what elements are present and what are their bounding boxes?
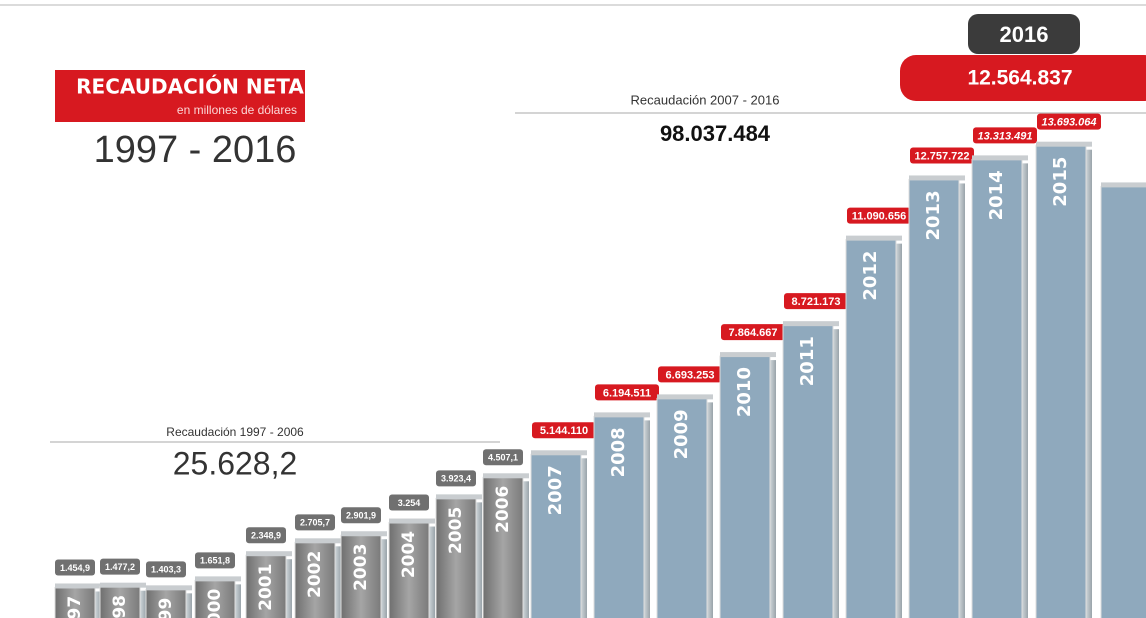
- value-label: 8.721.173: [792, 296, 841, 308]
- bar-year: 2002: [305, 551, 325, 598]
- chart: RECAUDACIÓN NETA en millones de dólares …: [0, 0, 1146, 618]
- bar-year: 1999: [156, 598, 176, 618]
- bar-year: 1998: [110, 595, 130, 618]
- bar-year: 2004: [399, 531, 419, 578]
- bar-side: [381, 539, 387, 618]
- bar-top: [972, 155, 1028, 160]
- value-label: 1.651,8: [200, 556, 230, 566]
- bar-top: [246, 551, 292, 556]
- bars: 1997 1.454,9 1998 1.477,2 1999 1.403,3 2000 1.6…: [55, 114, 1146, 618]
- chart-title: RECAUDACIÓN NETA: [76, 75, 304, 99]
- bar-side: [959, 183, 965, 618]
- bar-top: [55, 583, 101, 588]
- bar-year: 2005: [446, 507, 466, 554]
- bar-year: 2011: [797, 336, 818, 386]
- chart-subtitle: en millones de dólares: [177, 103, 297, 117]
- bar: [909, 179, 959, 618]
- value-label: 6.693.253: [666, 369, 715, 381]
- highlight-value: 12.564.837: [967, 67, 1072, 90]
- bar-top: [720, 352, 776, 357]
- bar-side: [429, 527, 435, 618]
- bar-year: 2009: [671, 409, 692, 459]
- value-label: 11.090.656: [852, 211, 906, 223]
- value-label: 3.923,4: [441, 474, 471, 484]
- bar-side: [581, 458, 587, 618]
- bar-side: [644, 420, 650, 618]
- value-label: 1.454,9: [60, 563, 90, 573]
- bar-year: 2003: [351, 544, 371, 591]
- bar-side: [1022, 163, 1028, 618]
- bar-year: 1997: [65, 596, 85, 618]
- bar-side: [770, 360, 776, 618]
- bar-top: [389, 519, 435, 524]
- bar-top: [195, 576, 241, 581]
- bar-year: 2007: [545, 465, 566, 515]
- period: 1997 - 2016: [94, 129, 297, 171]
- bar-top: [657, 394, 713, 399]
- bar-top: [436, 494, 482, 499]
- bar-top: [909, 175, 965, 180]
- bar-top: [1101, 182, 1146, 187]
- bar-top: [1036, 142, 1092, 147]
- bar-year: 2006: [493, 486, 513, 533]
- bar-top: [483, 473, 529, 478]
- annotation-label: Recaudación 1997 - 2006: [166, 425, 304, 439]
- value-label: 13.693.064: [1041, 117, 1096, 129]
- bar-side: [335, 546, 341, 618]
- bar-top: [146, 585, 192, 590]
- value-label: 13.313.491: [977, 130, 1032, 142]
- bar-year: 2012: [860, 251, 881, 301]
- bar-side: [707, 402, 713, 618]
- bar-side: [286, 559, 292, 618]
- value-label: 4.507,1: [488, 453, 518, 463]
- value-label: 12.757.722: [914, 150, 969, 162]
- value-label: 2.901,9: [346, 511, 376, 521]
- bar-top: [295, 538, 341, 543]
- value-label: 3.254: [398, 498, 421, 508]
- bar-top: [531, 450, 587, 455]
- bar-top: [783, 321, 839, 326]
- bar-top: [846, 236, 902, 241]
- bar-top: [100, 583, 146, 588]
- bar: [972, 159, 1022, 618]
- bar-side: [476, 502, 482, 618]
- bar-year: 2015: [1050, 157, 1071, 207]
- value-label: 1.477,2: [105, 562, 135, 572]
- value-label: 6.194.511: [603, 387, 651, 399]
- highlight-year: 2016: [1000, 22, 1049, 47]
- bar-year: 2010: [734, 367, 755, 417]
- bar-side: [896, 244, 902, 618]
- bar-year: 2001: [256, 564, 276, 611]
- annotation-label: Recaudación 2007 - 2016: [631, 92, 780, 107]
- value-label: 7.864.667: [729, 327, 778, 339]
- bar-year: 2000: [205, 589, 225, 618]
- bar-year: 2008: [608, 427, 629, 477]
- bar-top: [594, 412, 650, 417]
- bar-side: [235, 584, 241, 618]
- value-label: 2.705,7: [300, 518, 330, 528]
- bar-side: [140, 591, 146, 618]
- bar: [1036, 146, 1086, 618]
- bar-top: [341, 531, 387, 536]
- bar-year: 2014: [986, 170, 1007, 220]
- bar: [1101, 186, 1146, 618]
- bar-side: [1086, 150, 1092, 618]
- bar-side: [523, 481, 529, 618]
- annotation-value: 98.037.484: [660, 121, 771, 146]
- bar-year: 2013: [923, 190, 944, 240]
- bar-side: [186, 593, 192, 618]
- value-label: 1.403,3: [151, 565, 181, 575]
- value-label: 2.348,9: [251, 531, 281, 541]
- bar-side: [833, 329, 839, 618]
- value-label: 5.144.110: [540, 425, 588, 437]
- annotation-value: 25.628,2: [173, 445, 298, 481]
